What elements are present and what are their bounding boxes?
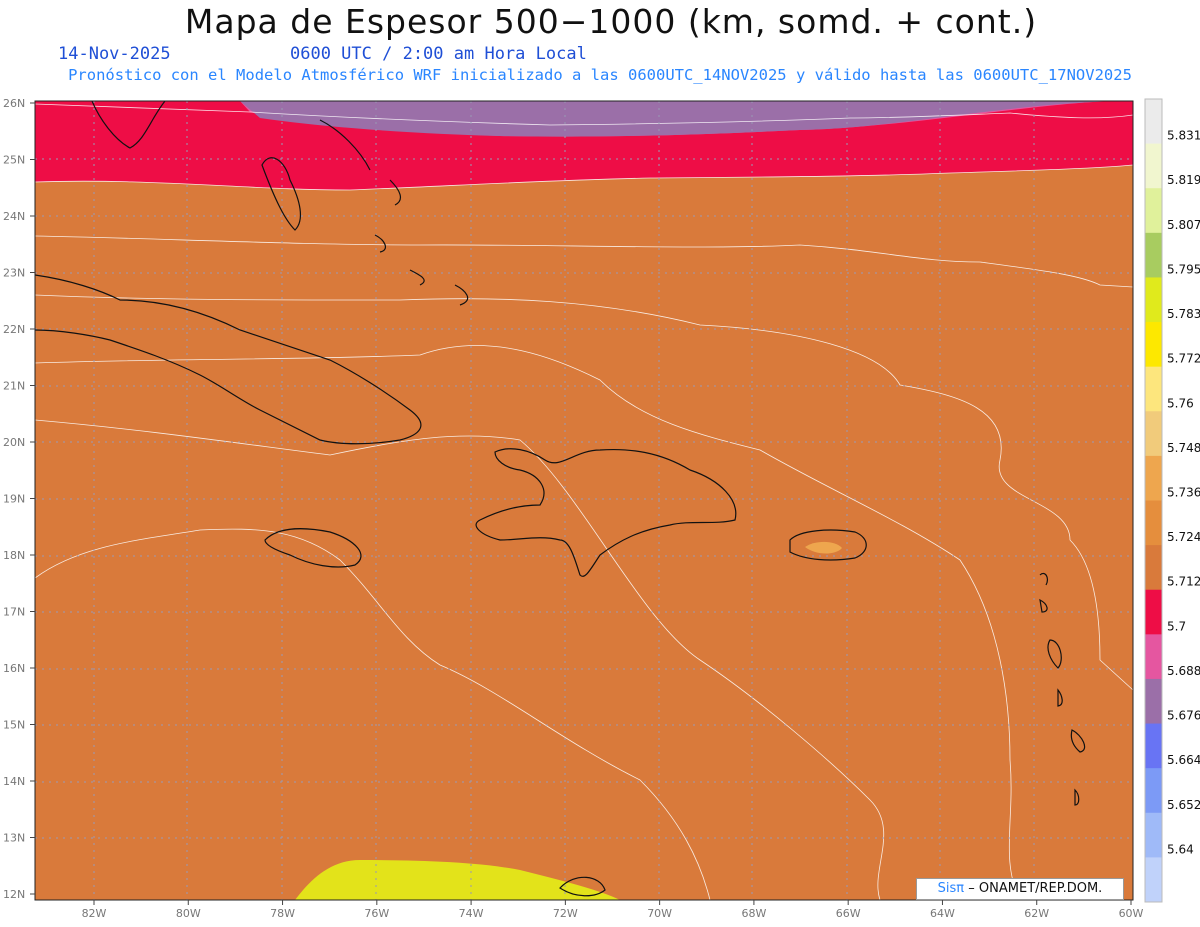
forecast-date: 14-Nov-2025 xyxy=(58,44,171,64)
longitude-label: 76W xyxy=(364,907,389,920)
colorbar-border xyxy=(1144,98,1163,903)
latitude-label: 13N xyxy=(3,832,25,845)
grid-lines xyxy=(35,101,1133,900)
colorbar-label: 5.807 xyxy=(1167,218,1200,232)
band-purple xyxy=(240,101,1120,137)
filled-contours xyxy=(35,101,1133,900)
longitude-label: 62W xyxy=(1024,907,1049,920)
forecast-time: 0600 UTC / 2:00 am Hora Local xyxy=(290,44,587,64)
forecast-subtitle: Pronóstico con el Modelo Atmosférico WRF… xyxy=(68,66,1132,84)
colorbar-label: 5.795 xyxy=(1167,262,1200,276)
colorbar-label: 5.736 xyxy=(1167,486,1200,500)
coastline-florida xyxy=(91,101,166,149)
latitude-label: 14N xyxy=(3,775,25,788)
latitude-label: 23N xyxy=(3,267,25,280)
latitude-label: 26N xyxy=(3,97,25,110)
colorbar-label: 5.819 xyxy=(1167,173,1200,187)
latitude-labels: 26N 25N 24N 23N 22N 21N 20N 19N 18N 17N 16N 15N 14N 1… xyxy=(3,97,35,901)
colorbar-segment xyxy=(1145,545,1162,591)
colorbar-label: 5.76 xyxy=(1167,396,1194,410)
colorbar-label: 5.724 xyxy=(1167,530,1200,544)
colorbar-label: 5.748 xyxy=(1167,441,1200,455)
colorbar-segment xyxy=(1145,634,1162,680)
latitude-label: 18N xyxy=(3,549,25,562)
colorbar-segment xyxy=(1145,232,1162,278)
longitude-label: 78W xyxy=(270,907,295,920)
latitude-label: 25N xyxy=(3,154,25,167)
latitude-label: 17N xyxy=(3,606,25,619)
coastlines xyxy=(35,101,1086,897)
colorbar-label: 5.664 xyxy=(1167,753,1200,767)
colorbar-segment xyxy=(1145,277,1162,323)
latitude-label: 12N xyxy=(3,888,25,901)
longitude-labels: 82W 80W 78W 76W 74W 72W 70W 68W 66W 64W 62W 60W xyxy=(82,900,1144,920)
latitude-label: 19N xyxy=(3,493,25,506)
coastline-bahamas xyxy=(319,119,469,306)
credit-badge: Sisπ – ONAMET/REP.DOM. xyxy=(916,878,1124,900)
latitude-label: 21N xyxy=(3,380,25,393)
colorbar-label: 5.783 xyxy=(1167,307,1200,321)
latitude-label: 24N xyxy=(3,210,25,223)
colorbar-label: 5.688 xyxy=(1167,664,1200,678)
longitude-label: 72W xyxy=(553,907,578,920)
colorbar-label: 5.712 xyxy=(1167,575,1200,589)
map-title: Mapa de Espesor 500−1000 (km, somd. + co… xyxy=(184,2,1038,41)
longitude-label: 74W xyxy=(459,907,484,920)
colorbar-label: 5.676 xyxy=(1167,709,1200,723)
longitude-label: 80W xyxy=(176,907,201,920)
colorbar-segment xyxy=(1145,366,1162,412)
colorbar-segment xyxy=(1145,500,1162,546)
colorbar-label: 5.7 xyxy=(1167,619,1186,633)
latitude-label: 16N xyxy=(3,662,25,675)
contour-lines xyxy=(35,103,1133,900)
latitude-label: 22N xyxy=(3,323,25,336)
longitude-label: 70W xyxy=(647,907,672,920)
colorbar-segment xyxy=(1145,411,1162,457)
colorbar-segment xyxy=(1145,99,1162,145)
latitude-label: 20N xyxy=(3,436,25,449)
latitude-label: 15N xyxy=(3,719,25,732)
longitude-label: 82W xyxy=(82,907,107,920)
credit-text: – ONAMET/REP.DOM. xyxy=(968,881,1103,896)
band-pr-patch xyxy=(805,541,842,554)
coastline-puerto-rico xyxy=(789,529,867,561)
band-dark-orange xyxy=(35,165,1133,900)
longitude-label: 68W xyxy=(741,907,766,920)
colorbar-segment xyxy=(1145,143,1162,189)
longitude-label: 60W xyxy=(1119,907,1144,920)
colorbar-segment xyxy=(1145,723,1162,769)
band-lime-patch xyxy=(295,860,620,900)
colorbar-segment xyxy=(1145,589,1162,635)
map-frame xyxy=(34,100,1134,901)
sispi-brand: Sisπ xyxy=(937,881,965,896)
colorbar-segment xyxy=(1145,188,1162,234)
color-scale-bar: 5.831 5.819 5.807 5.795 5.783 5.772 5.76 5.748 5… xyxy=(1144,98,1200,903)
colorbar-segment xyxy=(1145,322,1162,368)
colorbar-label: 5.64 xyxy=(1167,842,1194,856)
coastline-lesser-antilles xyxy=(1039,572,1086,806)
colorbar-segment xyxy=(1145,455,1162,501)
colorbar-segment xyxy=(1145,857,1162,903)
coastline-cuba xyxy=(35,274,422,445)
colorbar-segment xyxy=(1145,812,1162,858)
colorbar-segment xyxy=(1145,768,1162,814)
coastline-hispaniola xyxy=(475,448,737,577)
longitude-label: 66W xyxy=(836,907,861,920)
colorbar-label: 5.772 xyxy=(1167,352,1200,366)
coastline-venezuela-islands xyxy=(559,876,606,897)
colorbar-label: 5.652 xyxy=(1167,798,1200,812)
coastline-andros xyxy=(261,157,302,231)
colorbar-segment xyxy=(1145,678,1162,725)
colorbar-label: 5.831 xyxy=(1167,129,1200,143)
coastline-jamaica xyxy=(264,528,362,568)
longitude-label: 64W xyxy=(930,907,955,920)
